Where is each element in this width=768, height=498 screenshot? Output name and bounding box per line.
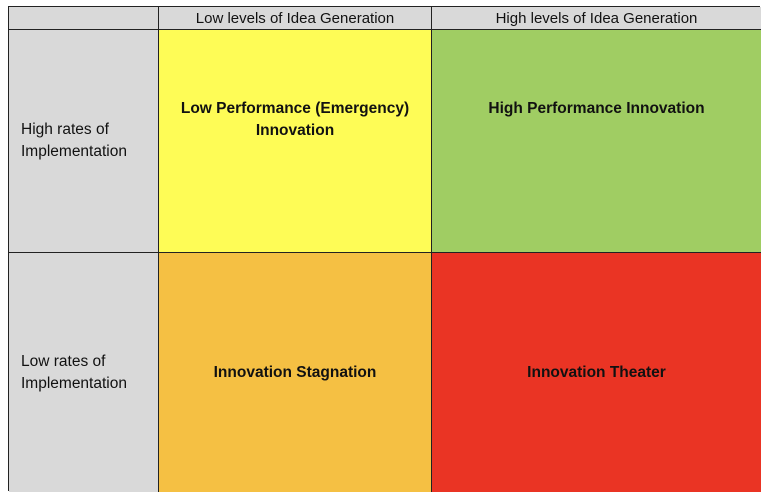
innovation-matrix: Low levels of Idea Generation High level… [8, 6, 761, 492]
row-label-line1: High rates of [21, 121, 109, 138]
quadrant-high-performance-innovation: High Performance Innovation [432, 30, 761, 253]
row-label-line2: Implementation [21, 374, 127, 392]
row-label-line1: Low rates of [21, 352, 106, 370]
quadrant-low-performance-innovation: Low Performance (Emergency) Innovation [159, 30, 432, 253]
quadrant-label: High Performance Innovation [488, 100, 705, 117]
corner-cell [9, 7, 159, 30]
column-header-low-idea: Low levels of Idea Generation [159, 7, 432, 30]
quadrant-innovation-theater: Innovation Theater [432, 253, 761, 492]
quadrant-label-line2: Innovation [255, 122, 335, 139]
column-header-high-idea: High levels of Idea Generation [432, 7, 761, 30]
quadrant-label: Innovation Stagnation [213, 363, 377, 381]
quadrant-label: Innovation Theater [527, 363, 666, 381]
row-label-line2: Implementation [21, 143, 127, 160]
row-header-low-implementation: Low rates of Implementation [9, 253, 159, 492]
quadrant-innovation-stagnation: Innovation Stagnation [159, 253, 432, 492]
quadrant-label-line1: Low Performance (Emergency) [180, 100, 410, 117]
row-header-high-implementation: High rates of Implementation [9, 30, 159, 253]
